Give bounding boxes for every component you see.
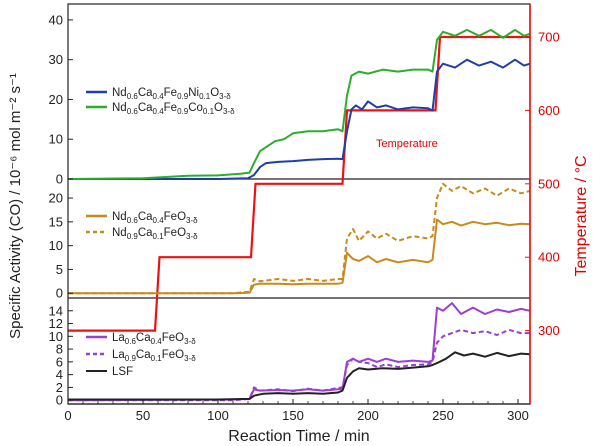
- y-tick-label: 30: [49, 52, 63, 67]
- legend-label-nd06: Nd0.6Ca0.4FeO3-δ: [112, 211, 198, 225]
- temp-tick-label: 400: [538, 250, 560, 265]
- x-tick-label: 50: [136, 408, 150, 423]
- temp-tick-label: 600: [538, 103, 560, 118]
- y-tick-label: 10: [49, 238, 63, 253]
- legend-label-lsf: LSF: [112, 366, 133, 378]
- y-tick-label: 0: [56, 286, 63, 301]
- y-tick-label: 15: [49, 214, 63, 229]
- series-line-top-1: [67, 28, 531, 180]
- x-tick-label: 150: [282, 408, 304, 423]
- y-tick-label: 0: [56, 393, 63, 408]
- temp-tick-label: 500: [538, 176, 560, 191]
- temp-tick-label: 700: [538, 30, 560, 45]
- legend-label-co: Nd0.6Ca0.4Fe0.9Co0.1O3-δ: [112, 102, 235, 116]
- plot-area: [68, 4, 530, 404]
- x-tick-label: 200: [357, 408, 379, 423]
- series-line-top-0: [68, 58, 531, 180]
- legend-label-la09: La0.9Ca0.1FeO3-δ: [112, 349, 196, 363]
- y-tick-label: 40: [49, 12, 63, 27]
- y-tick-label: 2: [56, 380, 63, 395]
- x-tick-label: 0: [64, 408, 71, 423]
- legend-label-nd09: Nd0.9Ca0.1FeO3-δ: [112, 227, 198, 241]
- series-line-middle-0: [68, 218, 531, 295]
- y-tick-label: 10: [49, 329, 63, 344]
- y-tick-label: 12: [49, 316, 63, 331]
- x-tick-label: 100: [207, 408, 229, 423]
- y-axis-title: Specific Activity (CO) / 10⁻⁶ mol m⁻² s⁻…: [7, 73, 24, 339]
- y-tick-label: 0: [56, 172, 63, 187]
- x-tick-label: 250: [432, 408, 454, 423]
- y-tick-label: 20: [49, 191, 63, 206]
- y-tick-label: 6: [56, 354, 63, 369]
- series-line-bottom-2: [68, 351, 531, 401]
- legend: Nd0.6Ca0.4Fe0.9Ni0.1O3-δ Nd0.6Ca0.4Fe0.9…: [86, 87, 235, 378]
- legend-label-ni: Nd0.6Ca0.4Fe0.9Ni0.1O3-δ: [112, 87, 231, 101]
- temp-tick-label: 300: [538, 323, 560, 338]
- y-tick-label: 10: [49, 132, 63, 147]
- y-tick-label: 20: [49, 92, 63, 107]
- temperature-annotation: Temperature: [376, 138, 438, 150]
- legend-label-la06: La0.6Ca0.4FeO3-δ: [112, 332, 196, 346]
- x-tick-label: 300: [507, 408, 529, 423]
- right-axis-title: Temperature / °C: [573, 155, 590, 276]
- x-axis-title: Reaction Time / min: [228, 428, 369, 445]
- y-tick-label: 5: [56, 262, 63, 277]
- y-tick-label: 8: [56, 342, 63, 357]
- series-line-bottom-1: [68, 328, 530, 402]
- y-tick-label: 14: [49, 303, 63, 318]
- y-tick-label: 4: [56, 367, 63, 382]
- series-layer: [67, 28, 531, 402]
- series-line-middle-1: [68, 182, 531, 295]
